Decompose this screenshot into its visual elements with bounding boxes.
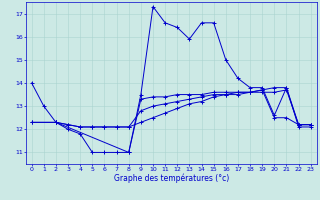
X-axis label: Graphe des températures (°c): Graphe des températures (°c) (114, 173, 229, 183)
